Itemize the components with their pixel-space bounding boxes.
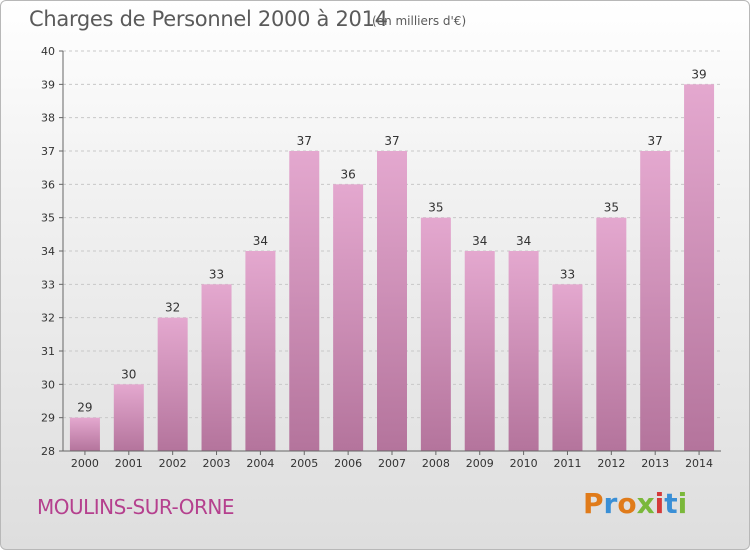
bar: [69, 417, 100, 451]
y-tick-label: 37: [41, 145, 55, 158]
x-tick-label: 2012: [597, 457, 625, 470]
logo-letter: t: [664, 487, 678, 520]
logo-letter: i: [677, 487, 688, 520]
logo-letter: P: [583, 487, 604, 520]
data-label: 29: [77, 401, 92, 415]
proxiti-logo[interactable]: Proxiti: [583, 487, 687, 520]
y-tick-label: 35: [41, 212, 55, 225]
data-label: 36: [340, 167, 355, 181]
y-tick-label: 34: [41, 245, 55, 258]
data-label: 35: [428, 201, 443, 215]
bar: [596, 217, 627, 451]
bar: [289, 151, 320, 451]
y-tick-label: 39: [41, 78, 55, 91]
x-tick-label: 2014: [685, 457, 713, 470]
bar: [333, 184, 364, 452]
y-tick-label: 30: [41, 378, 55, 391]
x-tick-label: 2003: [203, 457, 231, 470]
bar: [113, 384, 144, 451]
data-label: 34: [472, 234, 487, 248]
x-tick-label: 2005: [290, 457, 318, 470]
y-tick-label: 38: [41, 112, 55, 125]
bar: [420, 217, 451, 451]
chart-title: Charges de Personnel 2000 à 2014: [29, 7, 388, 31]
logo-letter: x: [636, 487, 655, 520]
x-tick-label: 2006: [334, 457, 362, 470]
x-tick-label: 2004: [246, 457, 274, 470]
bar: [201, 284, 232, 451]
chart-subtitle: (en milliers d'€): [372, 14, 467, 28]
x-tick-label: 2000: [71, 457, 99, 470]
data-label: 37: [384, 134, 399, 148]
y-tick-label: 40: [41, 45, 55, 58]
data-label: 35: [604, 201, 619, 215]
bar: [245, 251, 276, 451]
x-tick-label: 2007: [378, 457, 406, 470]
x-tick-label: 2009: [466, 457, 494, 470]
y-tick-label: 28: [41, 445, 55, 458]
y-tick-label: 36: [41, 178, 55, 191]
bar: [377, 151, 407, 451]
logo-letter: i: [654, 487, 665, 520]
x-tick-label: 2008: [422, 457, 450, 470]
x-tick-label: 2011: [553, 457, 581, 470]
data-label: 33: [560, 267, 575, 281]
data-label: 37: [648, 134, 663, 148]
y-tick-label: 29: [41, 412, 55, 425]
logo-letter: o: [617, 487, 637, 520]
logo-letter: r: [603, 487, 618, 520]
x-tick-label: 2002: [159, 457, 187, 470]
data-label: 32: [165, 301, 180, 315]
data-label: 34: [253, 234, 268, 248]
data-label: 34: [516, 234, 531, 248]
city-name: MOULINS-SUR-ORNE: [37, 495, 234, 519]
bar: [464, 251, 495, 451]
bar: [552, 284, 583, 451]
x-tick-label: 2010: [510, 457, 538, 470]
bar: [684, 84, 715, 451]
x-tick-label: 2001: [115, 457, 143, 470]
data-label: 30: [121, 367, 136, 381]
data-label: 37: [297, 134, 312, 148]
x-tick-label: 2013: [641, 457, 669, 470]
bar: [508, 251, 539, 451]
data-label: 33: [209, 267, 224, 281]
data-label: 39: [691, 67, 706, 81]
bar: [157, 317, 188, 451]
y-tick-label: 31: [41, 345, 55, 358]
y-tick-label: 33: [41, 278, 55, 291]
y-tick-label: 32: [41, 312, 55, 325]
bar: [640, 151, 671, 451]
